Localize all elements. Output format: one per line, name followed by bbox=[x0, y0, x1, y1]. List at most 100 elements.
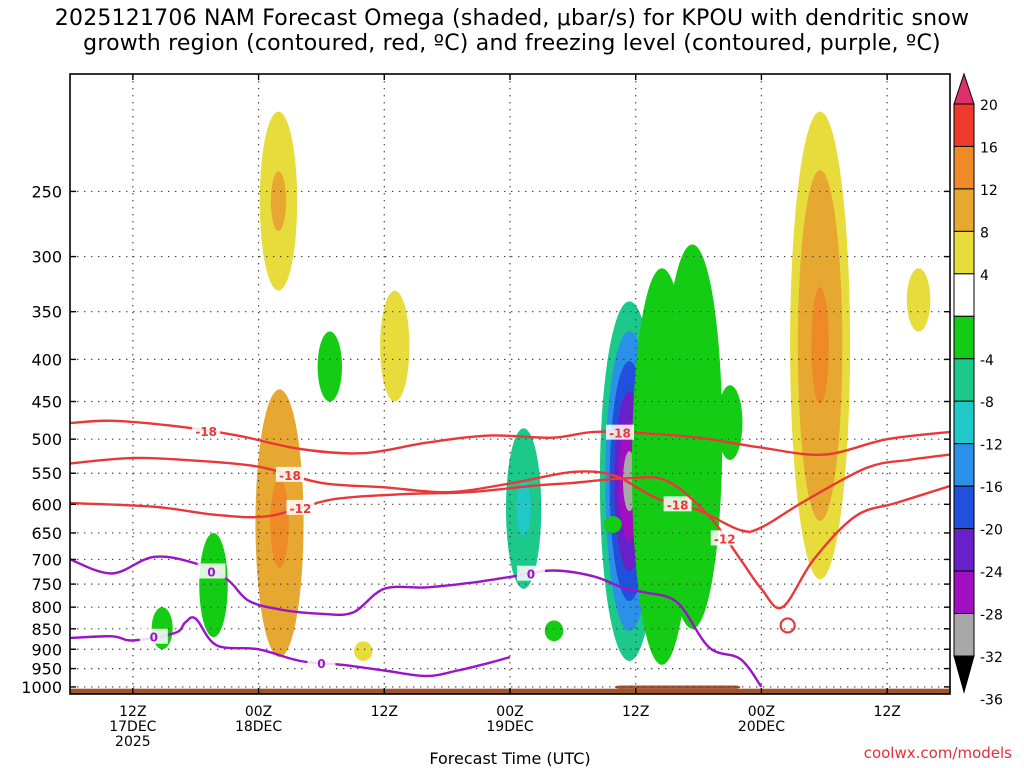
site-credit: coolwx.com/models bbox=[863, 744, 1012, 762]
contour-label-bg-0-1 bbox=[606, 424, 634, 440]
omega-core-2-2 bbox=[270, 478, 289, 568]
x-tick-label-0-1: 17DEC bbox=[109, 719, 156, 735]
contour-label-bg-2-1 bbox=[710, 530, 739, 546]
colorbar-bin-11 bbox=[953, 570, 975, 615]
colorbar-label-6: -8 bbox=[980, 395, 994, 411]
x-axis-title: Forecast Time (UTC) bbox=[429, 749, 590, 768]
y-tick-label-450: 450 bbox=[31, 393, 62, 412]
omega-region-3 bbox=[354, 641, 373, 661]
x-tick-label-0-2: 2025 bbox=[115, 734, 151, 750]
x-tick-label-6-0: 12Z bbox=[873, 704, 900, 720]
y-tick-label-250: 250 bbox=[31, 182, 62, 201]
contour-label-bg-1-1 bbox=[663, 496, 692, 512]
colorbar-label-8: -16 bbox=[980, 480, 1003, 496]
colorbar-bin-12 bbox=[953, 613, 975, 657]
colorbar-bin-5 bbox=[953, 315, 975, 360]
plot-content: -18 -18 -18 -18 -12 -12 0 0 0 0 bbox=[70, 74, 950, 694]
y-tick-label-400: 400 bbox=[31, 350, 62, 369]
omega-region-8 bbox=[544, 620, 564, 642]
colorbar-label-7: -12 bbox=[980, 438, 1003, 454]
contour-label-bg-1-0 bbox=[276, 466, 304, 482]
contour-dendritic-minus18-lower bbox=[70, 453, 950, 533]
omega-region-5 bbox=[199, 532, 228, 638]
colorbar-label-11: -28 bbox=[980, 608, 1003, 624]
y-tick-label-700: 700 bbox=[31, 550, 62, 569]
contour-label-freezing-level-upper-0: 0 bbox=[207, 565, 215, 579]
x-tick-label-2-0: 12Z bbox=[371, 704, 398, 720]
omega-region-1 bbox=[380, 290, 410, 402]
colorbar-label-4: 4 bbox=[980, 268, 989, 284]
contour-label-dendritic-minus12-0: -12 bbox=[290, 502, 312, 516]
y-tick-label-350: 350 bbox=[31, 303, 62, 322]
contour-label-dendritic-minus18-upper-1: -18 bbox=[609, 427, 631, 441]
y-tick-label-950: 950 bbox=[31, 660, 62, 679]
contour-label-freezing-level-lower-1: 0 bbox=[317, 657, 325, 671]
y-tick-label-500: 500 bbox=[31, 430, 62, 449]
x-tick-label-1-0: 00Z bbox=[245, 704, 272, 720]
colorbar-bin-7 bbox=[953, 400, 975, 445]
y-tick-label-550: 550 bbox=[31, 464, 62, 483]
x-tick-label-0-0: 12Z bbox=[119, 704, 146, 720]
colorbar-label-2: 12 bbox=[980, 183, 998, 199]
contour-label-bg-3-1 bbox=[516, 565, 545, 581]
y-tick-label-850: 850 bbox=[31, 620, 62, 639]
contour-minus12-loop bbox=[779, 617, 796, 634]
plot-area: -18 -18 -18 -18 -12 -12 0 0 0 0 bbox=[70, 74, 950, 694]
colorbar-label-13: -36 bbox=[980, 692, 1003, 708]
colorbar-bottom-arrow bbox=[953, 655, 975, 694]
omega-core-0-2 bbox=[270, 171, 287, 231]
contour-label-dendritic-minus18-lower-1: -18 bbox=[667, 498, 689, 512]
colorbar-label-5: -4 bbox=[980, 353, 994, 369]
colorbar-bin-9 bbox=[953, 485, 975, 530]
colorbar: 20 16 12 8 4 -4 -8 -12 -16 -20 -24 -28 -32 -36 bbox=[953, 72, 1003, 708]
colorbar-label-9: -20 bbox=[980, 523, 1003, 539]
x-tick-label-5-0: 00Z bbox=[748, 704, 775, 720]
colorbar-bin-4 bbox=[953, 273, 975, 317]
terrain-bump bbox=[614, 685, 741, 689]
omega-region-13 bbox=[603, 516, 622, 533]
colorbar-label-10: -24 bbox=[980, 565, 1003, 581]
omega-region-4 bbox=[317, 331, 343, 402]
colorbar-bin-10 bbox=[953, 528, 975, 572]
omega-region-12 bbox=[717, 385, 743, 460]
x-tick-label-4-0: 12Z bbox=[622, 704, 649, 720]
colorbar-bin-3 bbox=[953, 230, 975, 275]
omega-region-15 bbox=[906, 268, 931, 332]
overlay-layer: 2503003504004505005506006507007508008509… bbox=[21, 73, 951, 768]
contour-label-bg-2-0 bbox=[286, 499, 315, 515]
colorbar-label-12: -32 bbox=[980, 650, 1003, 666]
y-tick-label-650: 650 bbox=[31, 524, 62, 543]
y-tick-label-300: 300 bbox=[31, 248, 62, 267]
x-tick-label-5-1: 20DEC bbox=[738, 719, 785, 735]
contour-label-freezing-level-lower-0: 0 bbox=[150, 631, 158, 645]
colorbar-bin-1 bbox=[953, 145, 975, 190]
chart-title: 2025121706 NAM Forecast Omega (shaded, μ… bbox=[0, 6, 1024, 56]
omega-core-14-3 bbox=[811, 287, 829, 404]
omega-core-7-2 bbox=[516, 481, 531, 536]
x-tick-label-1-1: 18DEC bbox=[235, 719, 282, 735]
chart-title-line-2: growth region (contoured, red, ºC) and f… bbox=[83, 31, 941, 56]
y-tick-label-1000: 1000 bbox=[21, 678, 62, 697]
contour-dendritic-minus12 bbox=[70, 476, 950, 610]
contour-label-dendritic-minus18-lower-0: -18 bbox=[279, 469, 301, 483]
x-tick-label-3-0: 00Z bbox=[496, 704, 523, 720]
y-tick-label-800: 800 bbox=[31, 598, 62, 617]
contour-label-bg-4-0 bbox=[139, 628, 168, 644]
colorbar-bin-2 bbox=[953, 188, 975, 232]
chart-title-line-1: 2025121706 NAM Forecast Omega (shaded, μ… bbox=[54, 6, 970, 31]
y-tick-label-600: 600 bbox=[31, 495, 62, 514]
contour-label-bg-0-0 bbox=[192, 422, 221, 438]
contour-label-bg-4-1 bbox=[307, 654, 336, 670]
contour-label-dendritic-minus18-upper-0: -18 bbox=[195, 425, 217, 439]
colorbar-label-1: 16 bbox=[980, 140, 998, 156]
colorbar-top-arrow bbox=[953, 72, 975, 105]
x-tick-label-3-1: 19DEC bbox=[486, 719, 533, 735]
y-tick-label-900: 900 bbox=[31, 640, 62, 659]
y-tick-label-750: 750 bbox=[31, 575, 62, 594]
colorbar-bin-6 bbox=[953, 358, 975, 402]
colorbar-label-3: 8 bbox=[980, 225, 989, 241]
contour-label-freezing-level-upper-1: 0 bbox=[527, 568, 535, 582]
colorbar-bin-8 bbox=[953, 443, 975, 487]
colorbar-bin-0 bbox=[953, 103, 975, 147]
